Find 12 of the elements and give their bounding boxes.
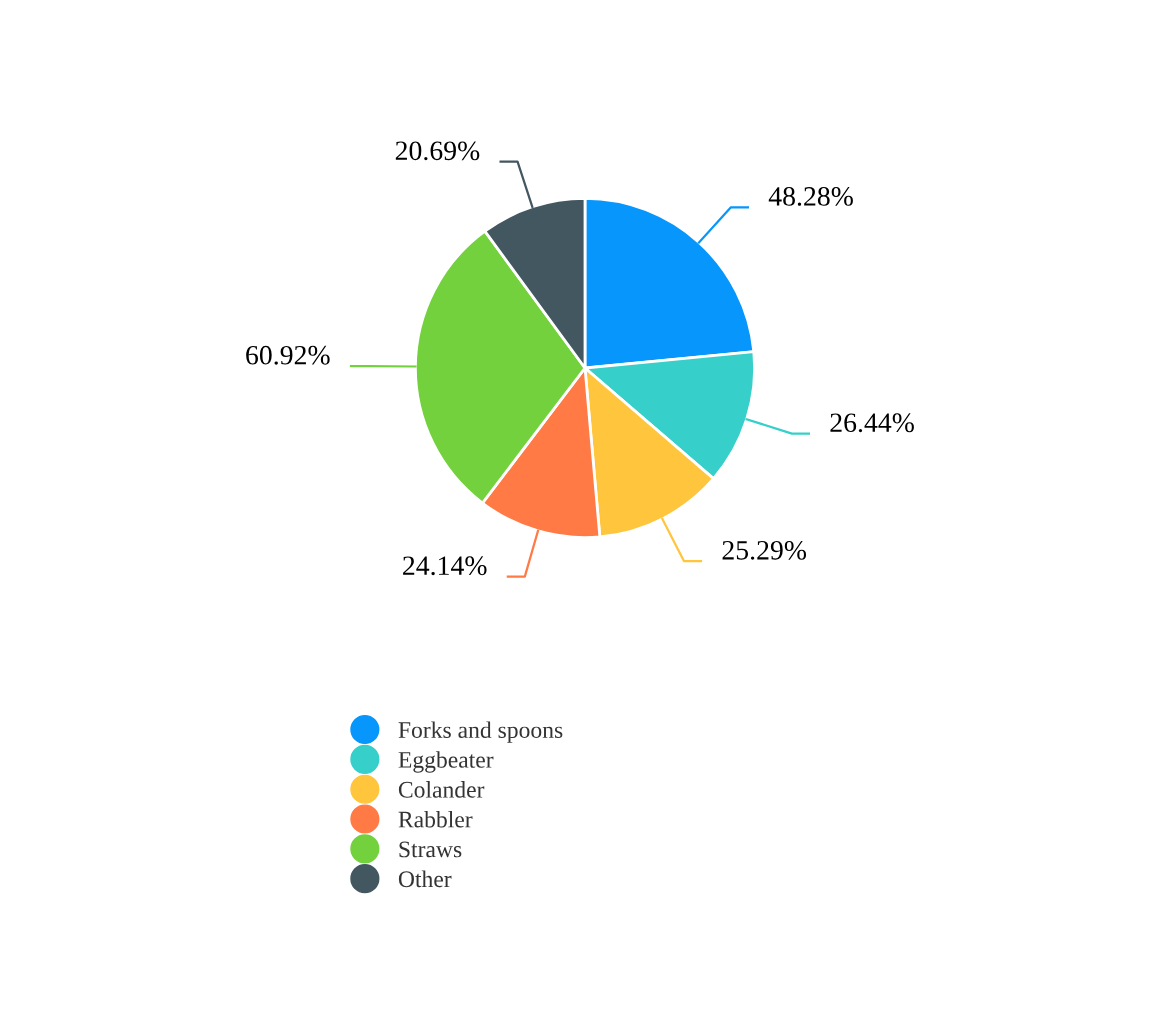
data-label: 60.92% [246,345,330,365]
data-label: 25.29% [722,540,807,560]
data-label: 24.14% [403,556,487,576]
legend-label: Colander [398,781,485,798]
legend-label: Forks and spoons [398,721,563,743]
legend-label: Eggbeater [398,751,494,773]
data-label: 26.44% [830,413,914,433]
data-label: 20.69% [395,141,480,161]
legend-label: Rabbler [398,810,473,828]
legend-label: Other [398,870,452,888]
legend-label: Straws [399,841,462,858]
data-label: 48.28% [768,187,853,206]
